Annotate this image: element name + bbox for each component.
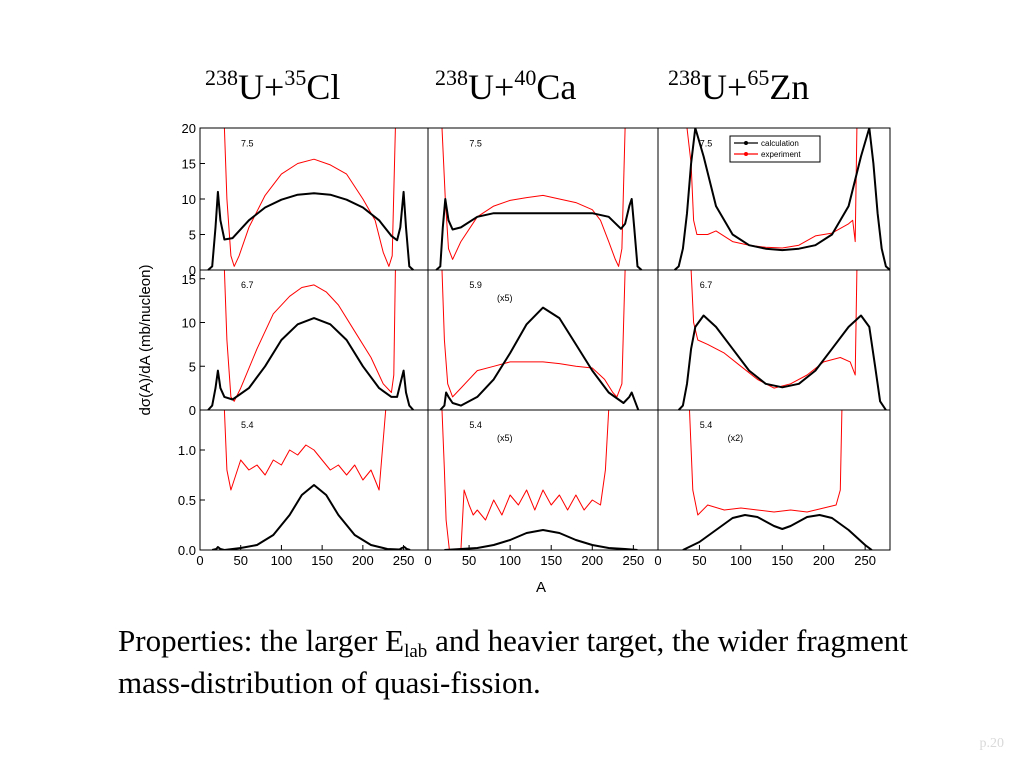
experiment-curve [223,409,387,491]
panel-r1-c3 [673,128,890,271]
panel-r2-c1 [207,269,415,411]
legend-marker-experiment [744,152,748,156]
caption: Properties: the larger Elab and heavier … [118,623,908,700]
y-axis-label: dσ(A)/dA (mb/nucleon) [137,265,154,416]
x-tick-label: 50 [692,553,706,568]
column-titles: 238U+35Cl 238U+40Ca 238U+65Zn [0,66,1024,116]
x-tick-label: 200 [813,553,835,568]
y-tick-label: 1.0 [178,443,196,458]
experiment-curve [223,128,396,267]
panel-r3-c1 [211,409,411,550]
panel-r2-c3 [677,269,887,411]
experiment-curve [689,409,843,516]
legend-label-experiment: experiment [761,150,801,159]
panel-energy-label: 5.4 [469,420,482,430]
calculation-curve [439,306,640,411]
y-tick-label: 10 [182,192,196,207]
x-tick-label: 250 [623,553,645,568]
y-tick-label: 15 [182,157,196,172]
x-axis-label: A [536,579,546,596]
panel-r2-c2 [439,269,640,411]
x-tick-label: 250 [393,553,415,568]
column-title-ca: 238U+40Ca [435,65,577,108]
calculation-curve [435,198,643,271]
panel-energy-label: 5.4 [700,420,713,430]
y-tick-label: 0.0 [178,543,196,558]
calculation-curve [682,514,873,550]
panel-r1-c2 [435,128,643,271]
panel-r1-c1 [207,128,414,271]
panel-energy-label: (x2) [728,433,744,443]
x-tick-label: 250 [854,553,876,568]
calculation-curve [207,317,415,411]
x-tick-label: 150 [311,553,333,568]
panel-energy-label: 6.7 [700,280,713,290]
experiment-curve [690,269,858,389]
panel-energy-label: 6.7 [241,280,254,290]
y-tick-label: 0 [189,263,196,278]
y-tick-label: 0 [189,403,196,418]
x-tick-label: 0 [196,553,203,568]
x-tick-label: 200 [352,553,374,568]
panel-energy-label: 7.5 [700,138,713,148]
y-tick-label: 10 [182,316,196,331]
panel-r3-c2 [441,409,638,550]
y-tick-label: 0.5 [178,493,196,508]
x-tick-label: 100 [730,553,752,568]
x-tick-label: 50 [233,553,247,568]
panel-energy-label: (x5) [497,293,513,303]
experiment-curve [441,409,610,550]
experiment-curve [441,269,626,398]
x-tick-label: 100 [499,553,521,568]
experiment-curve [686,128,858,249]
y-tick-label: 5 [189,228,196,243]
experiment-curve [223,269,396,402]
calculation-curve [444,529,638,550]
x-tick-label: 50 [462,553,476,568]
x-tick-label: 100 [271,553,293,568]
y-tick-label: 20 [182,121,196,136]
calculation-curve [211,484,411,550]
panel-r3-c3 [682,409,873,550]
panel-energy-label: (x5) [497,433,513,443]
y-tick-label: 5 [189,359,196,374]
experiment-curve [441,128,626,267]
column-title-zn: 238U+65Zn [668,65,810,108]
page-number: p.20 [979,736,1005,751]
x-tick-label: 0 [424,553,431,568]
panel-energy-label: 5.9 [469,280,482,290]
calculation-curve [673,128,890,271]
legend-box [729,135,821,163]
y-tick-label: 15 [182,272,196,287]
x-tick-label: 200 [581,553,603,568]
x-tick-label: 150 [540,553,562,568]
panel-energy-label: 7.5 [469,138,482,148]
column-title-cl: 238U+35Cl [205,65,341,108]
panel-energy-label: 7.5 [241,138,254,148]
legend-marker-calculation [744,141,748,145]
calculation-curve [207,190,414,271]
panel-energy-label: 5.4 [241,420,254,430]
calculation-curve [677,314,887,411]
x-tick-label: 0 [654,553,661,568]
plot-frame [199,127,891,551]
x-tick-label: 150 [771,553,793,568]
legend-label-calculation: calculation [761,139,799,148]
